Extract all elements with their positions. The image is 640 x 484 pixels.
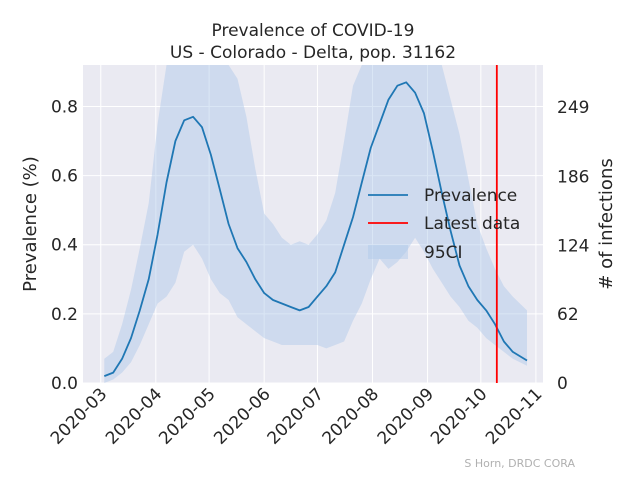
y-tick-label-0: 0.0 — [51, 374, 78, 394]
y2-tick-label-1: 62 — [557, 305, 579, 325]
x-tick-label-0: 2020-03 — [47, 384, 111, 448]
legend-label-latest: Latest data — [424, 214, 520, 234]
chart-title: Prevalence of COVID-19 — [212, 21, 415, 41]
y2-tick-label-0: 0 — [557, 374, 568, 394]
legend: Prevalence Latest data 95CI — [368, 186, 520, 263]
y2-tick-label-4: 249 — [557, 98, 589, 118]
grid-lines — [83, 65, 543, 384]
x-tick-label-1: 2020-04 — [102, 384, 166, 448]
legend-label-ci: 95CI — [424, 243, 463, 263]
y-tick-label-2: 0.4 — [51, 236, 78, 256]
y2-tick-label-3: 186 — [557, 168, 589, 188]
legend-swatch-ci — [368, 245, 408, 259]
y2-tick-label-2: 124 — [557, 236, 589, 256]
x-tick-label-7: 2020-10 — [427, 384, 491, 448]
y-tick-labels: 0.0 0.2 0.4 0.6 0.8 — [51, 97, 78, 394]
y2-tick-labels: 0 62 124 186 249 — [557, 98, 589, 394]
x-tick-label-2: 2020-05 — [155, 384, 219, 448]
x-tick-labels: 2020-032020-042020-052020-062020-072020-… — [47, 384, 547, 448]
x-tick-label-5: 2020-08 — [319, 384, 383, 448]
chart-subtitle: US - Colorado - Delta, pop. 31162 — [170, 43, 456, 63]
prevalence-line — [103, 81, 528, 377]
x-tick-label-4: 2020-07 — [264, 384, 328, 448]
x-tick-label-8: 2020-11 — [482, 384, 546, 448]
y-tick-label-3: 0.6 — [51, 167, 78, 187]
y-tick-label-1: 0.2 — [51, 305, 78, 325]
ci-band — [104, 65, 528, 383]
credit-text: S Horn, DRDC CORA — [464, 457, 575, 470]
x-tick-label-6: 2020-09 — [374, 384, 438, 448]
y2-axis-label: # of infections — [596, 158, 617, 289]
y-axis-label: Prevalence (%) — [20, 156, 41, 292]
x-tick-label-3: 2020-06 — [210, 384, 274, 448]
y-tick-label-4: 0.8 — [51, 97, 78, 117]
legend-label-prevalence: Prevalence — [424, 186, 517, 206]
